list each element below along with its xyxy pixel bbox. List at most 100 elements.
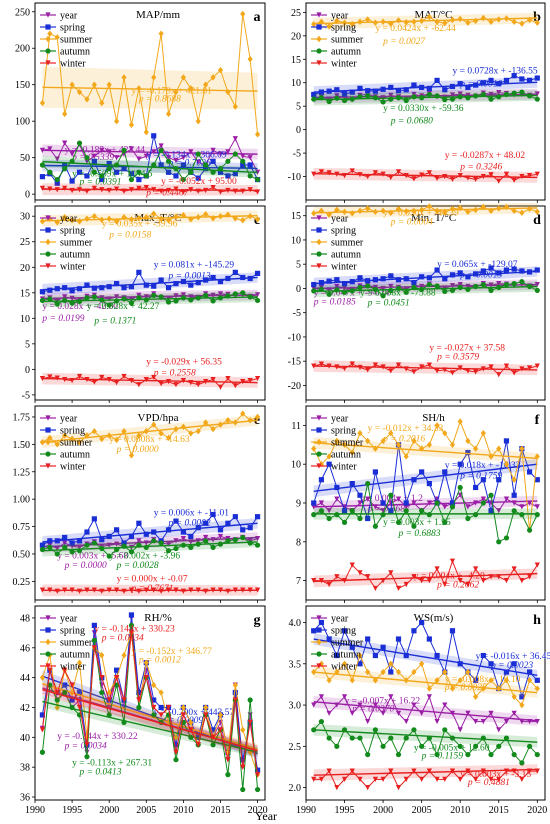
y-tick-label: 25 [291, 8, 301, 19]
x-tick-label: 2000 [373, 805, 393, 816]
y-tick-label: -5 [293, 149, 301, 160]
trend-p-value: p = 0.0680 [390, 117, 433, 127]
x-tick-label: 2000 [99, 805, 119, 816]
data-point [210, 169, 216, 175]
data-point [195, 525, 201, 531]
data-point [503, 267, 510, 273]
data-point [511, 207, 517, 215]
data-point [143, 184, 149, 191]
data-point [434, 422, 440, 429]
data-point [232, 383, 238, 389]
data-point [488, 364, 494, 370]
data-point [136, 538, 142, 544]
data-point [442, 581, 448, 588]
trend-equation: y = 0.006x + -11.01 [154, 509, 230, 519]
data-point [380, 776, 386, 782]
legend-label: year [60, 214, 78, 225]
trend-p-value: p = 0.7671 [130, 584, 173, 594]
data-point [534, 267, 540, 273]
data-point [349, 481, 355, 487]
data-point [465, 274, 471, 280]
data-point [372, 469, 378, 475]
data-point [395, 169, 402, 175]
data-point [151, 292, 157, 298]
series-line [313, 559, 538, 590]
data-point [225, 158, 231, 164]
panel-h: 2.0 2.5 3.0 3.5 4.0 1990 1995 2000 2005 2010 2015 2… [289, 605, 550, 816]
data-point [473, 512, 479, 518]
data-point [326, 581, 332, 588]
data-point [372, 585, 378, 591]
data-point [480, 429, 486, 437]
data-point [442, 702, 448, 708]
data-point [158, 540, 164, 546]
data-point [254, 176, 261, 183]
legend-label: winter [331, 262, 357, 273]
legend-marker [45, 615, 51, 621]
data-point [225, 417, 231, 424]
data-point [519, 512, 525, 518]
data-point [349, 735, 355, 741]
legend-marker [316, 263, 322, 269]
data-point [143, 376, 149, 383]
data-point [311, 445, 317, 452]
data-point [173, 382, 179, 388]
panel-title: RH/% [144, 612, 172, 624]
data-point [151, 74, 157, 81]
y-tick-label: 25 [20, 237, 30, 248]
legend-label: autumn [60, 450, 90, 461]
data-point [128, 176, 135, 183]
trend-line [42, 276, 258, 291]
x-tick-label: 2005 [136, 805, 156, 816]
data-point [326, 735, 332, 741]
y-tick-label: 3.0 [289, 701, 302, 712]
y-tick-label: 1.00 [13, 495, 31, 506]
data-point [54, 34, 60, 41]
data-point [76, 373, 83, 380]
trend-p-value: p = 0.0185 [313, 297, 356, 307]
y-tick-label: 15 [291, 55, 301, 66]
data-point [232, 681, 238, 689]
trend-p-value: p = 0.8688 [138, 95, 181, 105]
data-point [411, 768, 417, 774]
legend-marker [316, 415, 322, 421]
series-spring: y = 0.081x + -145.29p = 0.0013 [39, 260, 261, 296]
data-point [210, 184, 216, 191]
legend-label: year [60, 614, 78, 625]
data-point [180, 529, 186, 535]
data-point [365, 437, 371, 445]
y-tick-label: 1.75 [13, 412, 31, 423]
data-point [39, 162, 46, 168]
data-point [210, 74, 216, 81]
data-point [151, 210, 157, 217]
data-point [143, 675, 149, 681]
data-point [372, 170, 378, 176]
data-point [349, 644, 355, 650]
data-point [62, 110, 68, 118]
series-autumn: y = -0.005x + 12.60p = 0.1159 [311, 718, 540, 766]
data-point [419, 274, 425, 280]
data-point [395, 585, 402, 591]
data-point [99, 652, 105, 659]
data-point [173, 298, 179, 304]
series-winter: y = -0.144x + 330.23p = 0.0034 [39, 624, 261, 778]
data-point [128, 284, 135, 290]
legend-label: spring [331, 626, 356, 637]
data-point [217, 66, 224, 74]
trend-equation: y = 0.000x + -0.07 [117, 574, 188, 584]
confidence-band [42, 66, 258, 110]
data-point [388, 174, 394, 181]
data-point [91, 645, 97, 651]
data-point [411, 280, 417, 286]
data-point [534, 19, 540, 26]
data-point [62, 185, 68, 191]
y-tick-label: 250 [15, 7, 30, 18]
legend-label: summer [60, 238, 93, 249]
data-point [158, 430, 164, 437]
data-point [247, 697, 253, 703]
data-point [372, 652, 378, 659]
data-point [188, 282, 194, 288]
